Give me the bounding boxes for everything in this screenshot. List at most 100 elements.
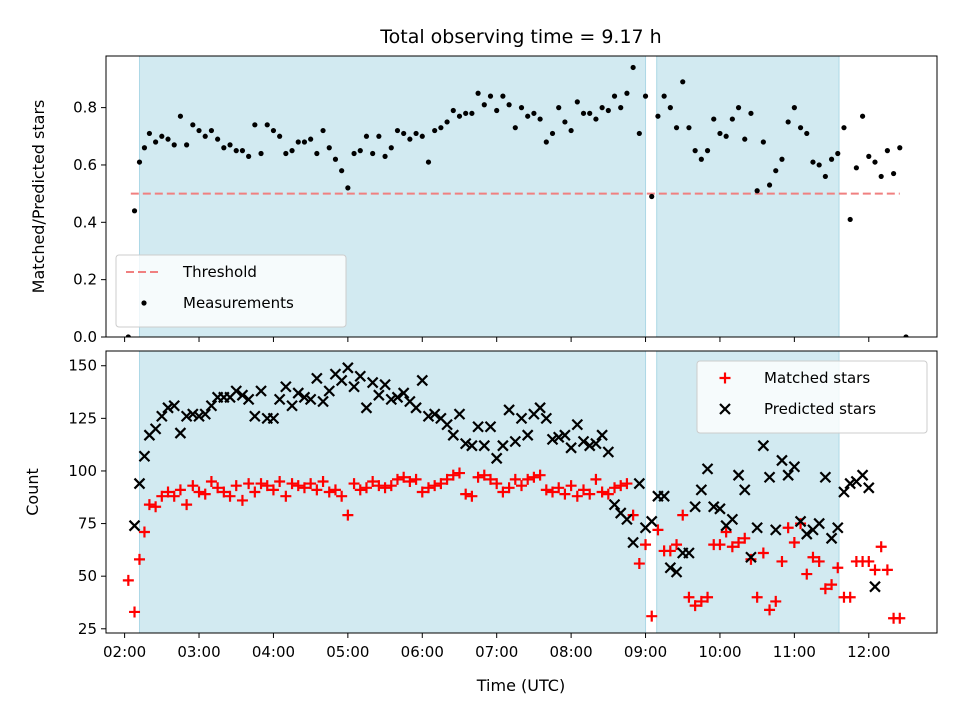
measurements-point <box>537 116 543 122</box>
predicted-stars-point <box>472 420 484 433</box>
measurements-point <box>394 127 401 134</box>
predicted-stars-point <box>658 490 670 502</box>
matched-stars-point <box>689 600 701 612</box>
measurements-point <box>432 127 438 134</box>
measurements-point <box>568 127 574 134</box>
measurements-point <box>599 105 605 111</box>
y-tick-label: 100 <box>68 462 97 480</box>
predicted-stars-point <box>391 391 404 404</box>
matched-stars-point <box>336 490 348 502</box>
predicted-stars-point <box>236 389 249 401</box>
plot-area <box>125 64 909 337</box>
measurements-point <box>773 168 779 174</box>
matched-stars-point <box>503 482 515 494</box>
x-axis-label: Time (UTC) <box>476 676 565 695</box>
measurements-point <box>686 125 692 131</box>
measurements-point <box>525 113 531 119</box>
predicted-stars-point <box>596 429 608 441</box>
ratio-panel: 0.0 0.2 0.4 0.6 0.8 Matched/Predicted stars Th… <box>29 55 938 346</box>
matched-stars-point <box>472 471 484 483</box>
x-tick-label: 08:00 <box>549 643 592 661</box>
measurements-point <box>828 156 835 162</box>
matched-stars-point <box>373 480 385 492</box>
predicted-stars-point <box>230 385 243 397</box>
measurements-point <box>903 334 909 337</box>
predicted-stars-point <box>863 482 875 494</box>
predicted-stars-point <box>138 450 151 463</box>
measurements-point <box>136 159 143 165</box>
matched-stars-point <box>497 486 509 498</box>
matched-stars-point <box>360 482 372 494</box>
measurements-point <box>791 105 797 111</box>
legend-label: Predicted stars <box>764 400 876 418</box>
matched-stars-point <box>633 558 645 570</box>
measurements-point <box>884 148 890 154</box>
matched-stars-point <box>683 591 695 603</box>
matched-stars-point <box>832 562 844 574</box>
matched-stars-point <box>875 541 887 553</box>
measurements-point <box>159 133 165 139</box>
predicted-stars-point <box>366 376 379 389</box>
legend-swatch <box>719 372 731 384</box>
measurements-point <box>512 125 518 131</box>
matched-stars-point <box>751 591 763 603</box>
measurements-point <box>810 159 816 165</box>
y-tick-label: 50 <box>78 567 97 585</box>
matched-stars-point <box>168 490 180 502</box>
measurements-point <box>165 136 171 142</box>
matched-stars-point <box>770 595 782 607</box>
measurements-point <box>438 125 444 131</box>
matched-stars-point <box>478 469 490 481</box>
legend-swatch <box>141 300 147 306</box>
matched-stars-point <box>726 541 738 553</box>
matched-stars-point <box>150 501 162 513</box>
measurements-point <box>401 130 407 137</box>
predicted-stars-point <box>187 408 199 420</box>
x-tick-label: 04:00 <box>252 643 295 661</box>
measurements-point <box>233 148 239 154</box>
matched-stars-point <box>129 606 141 618</box>
measurements-point <box>239 148 246 154</box>
predicted-stars-point <box>769 524 782 536</box>
predicted-stars-point <box>267 412 280 425</box>
matched-stars-point <box>317 475 329 487</box>
predicted-stars-point <box>825 532 838 545</box>
matched-stars-point <box>528 471 540 483</box>
measurements-point <box>506 102 512 108</box>
predicted-stars-point <box>428 408 441 420</box>
matched-stars-point <box>540 484 552 496</box>
measurements-point <box>655 113 661 119</box>
predicted-stars-point <box>311 372 323 385</box>
y-tick-label: 25 <box>78 620 97 638</box>
measurements-point <box>760 139 766 145</box>
measurements-point <box>308 136 314 142</box>
predicted-stars-point <box>732 469 745 481</box>
matched-stars-point <box>181 499 193 511</box>
predicted-stars-point <box>627 536 639 549</box>
predicted-stars-point <box>745 551 757 564</box>
measurements-point <box>636 130 642 137</box>
predicted-stars-point <box>701 463 714 475</box>
y-tick-label: 0.6 <box>73 156 97 174</box>
matched-stars-point <box>133 553 145 565</box>
measurements-point <box>804 130 810 137</box>
matched-stars-point <box>286 478 298 490</box>
predicted-stars-point <box>608 498 621 511</box>
matched-stars-point <box>844 591 856 603</box>
x-tick-label: 11:00 <box>773 643 816 661</box>
measurements-point <box>444 119 450 125</box>
y-tick-label: 75 <box>78 515 97 533</box>
matched-stars-point <box>466 490 478 502</box>
predicted-stars-point <box>782 469 794 481</box>
measurements-point <box>729 116 735 122</box>
measurements-point <box>227 142 233 148</box>
measurements-point <box>711 116 717 122</box>
axes-frame <box>105 55 938 338</box>
matched-stars-point <box>621 478 633 490</box>
shaded-interval <box>656 55 840 338</box>
matched-stars-point <box>782 522 794 534</box>
measurements-point <box>518 105 525 111</box>
matched-stars-point <box>522 473 534 485</box>
legend-label: Matched stars <box>764 369 870 387</box>
measurements-point <box>748 110 754 116</box>
